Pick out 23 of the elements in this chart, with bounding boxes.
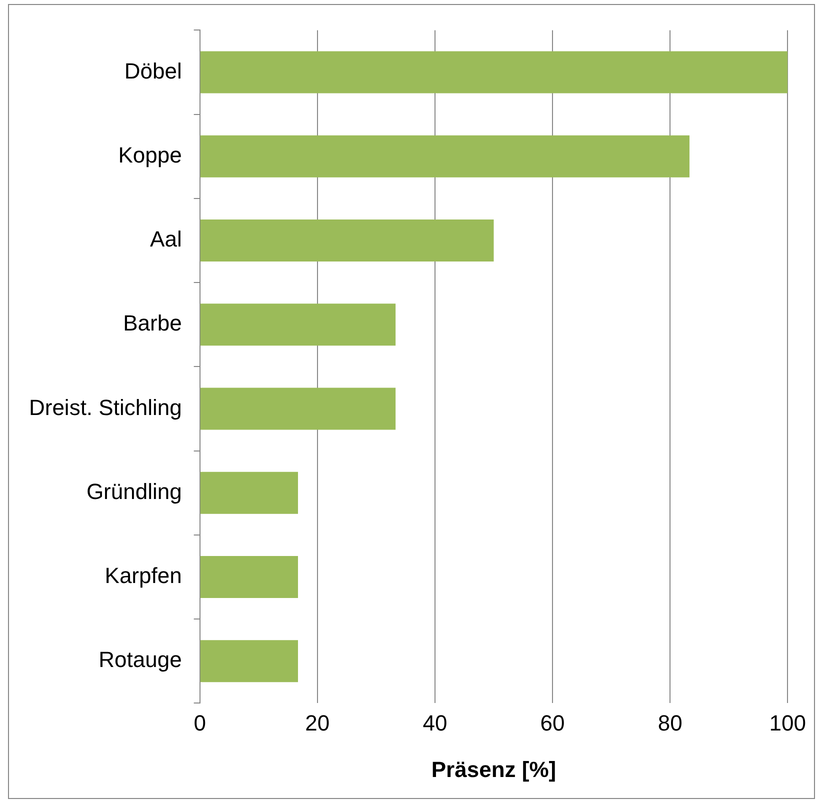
- bar: [200, 388, 396, 430]
- x-tick-label: 60: [540, 710, 565, 736]
- y-tick-label: Barbe: [123, 310, 182, 336]
- bar: [200, 640, 298, 682]
- x-tick-label: 40: [422, 710, 448, 736]
- y-tick-label: Rotauge: [98, 647, 182, 672]
- x-tick-label: 80: [658, 710, 682, 736]
- y-tick-label: Gründling: [86, 478, 182, 504]
- bar: [200, 135, 690, 178]
- bar: [200, 556, 298, 598]
- x-tick-label: 100: [769, 710, 806, 736]
- y-tick-label: Aal: [150, 226, 182, 252]
- y-tick-label: Koppe: [118, 142, 182, 168]
- bar: [200, 219, 494, 262]
- x-tick-label: 20: [305, 710, 330, 736]
- bar: [200, 51, 788, 94]
- y-tick-label: Dreist. Stichling: [28, 394, 182, 420]
- x-tick-label: 0: [194, 710, 206, 736]
- y-tick-label: Karpfen: [104, 563, 182, 588]
- bar: [200, 304, 396, 346]
- y-tick-label: Döbel: [124, 58, 182, 84]
- x-axis-title: Präsenz [%]: [431, 756, 556, 782]
- bar: [200, 472, 298, 514]
